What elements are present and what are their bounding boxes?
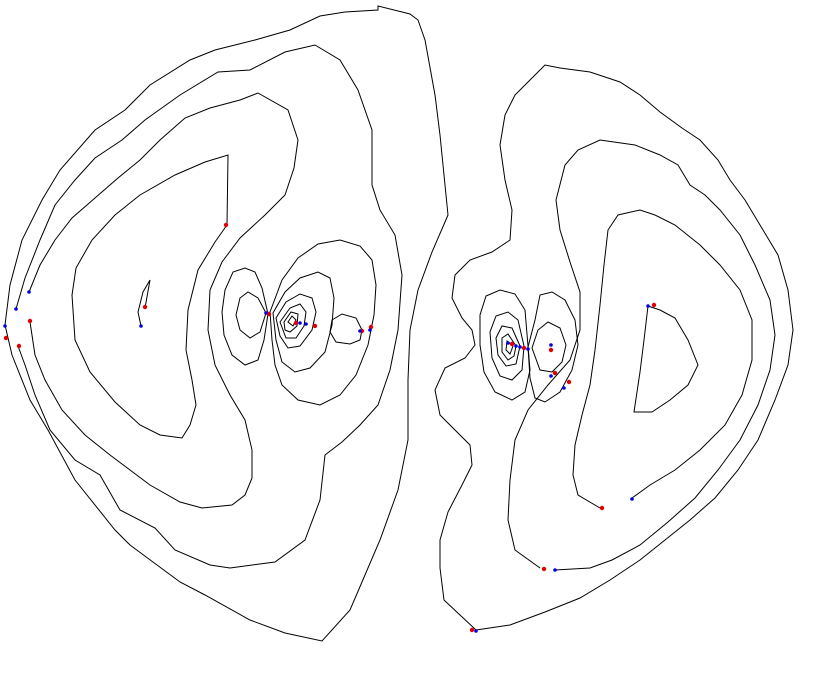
contour-left-dipole-b3	[275, 293, 317, 349]
red-point	[16, 343, 22, 349]
blue-point	[646, 304, 650, 308]
contour-right-3	[572, 209, 753, 509]
red-point	[293, 320, 299, 326]
blue-point	[630, 497, 634, 501]
markers	[3, 222, 657, 633]
contour-left-dipole-b1	[269, 239, 377, 406]
red-point	[548, 347, 554, 353]
contour-right-dipole-a4	[501, 333, 517, 361]
contour-left-3	[28, 92, 299, 509]
contour-right-dipole-a2	[489, 311, 525, 381]
blue-point	[264, 311, 268, 315]
blue-point	[553, 568, 557, 572]
blue-point	[3, 324, 7, 328]
red-point	[651, 302, 657, 308]
contour-left-2	[15, 44, 403, 569]
red-point	[27, 318, 33, 324]
blue-point	[526, 347, 530, 351]
contour-left-dipole-b5	[283, 311, 299, 333]
contour-left-dipole-b4	[279, 303, 307, 339]
left-lobe-contours	[4, 5, 449, 642]
contour-left-dipole-b2	[272, 271, 335, 373]
blue-point	[549, 374, 553, 378]
contour-right-dipole-b2	[531, 321, 567, 373]
red-point	[599, 505, 605, 511]
blue-point	[298, 321, 302, 325]
blue-point	[358, 329, 362, 333]
red-markers	[3, 222, 657, 633]
contour-right-dipole-a3	[495, 325, 521, 367]
red-point	[142, 304, 148, 310]
red-point	[521, 345, 527, 351]
blue-point	[139, 324, 143, 328]
red-point	[368, 324, 374, 330]
blue-point	[368, 328, 372, 332]
blue-point	[27, 290, 31, 294]
contour-left-inner	[71, 154, 229, 439]
blue-point	[474, 629, 478, 633]
blue-point	[518, 345, 522, 349]
contour-right-dipole-b1	[527, 291, 579, 403]
red-point	[469, 627, 475, 633]
contour-right-dipole-a1	[479, 289, 531, 401]
contour-left-stub	[137, 279, 151, 327]
blue-point	[562, 386, 566, 390]
blue-markers	[3, 290, 650, 633]
red-point	[541, 566, 547, 572]
red-point	[3, 335, 9, 341]
contour-left-outer	[4, 5, 449, 642]
red-point	[266, 311, 272, 317]
contour-right-inner	[633, 305, 699, 413]
contour-right-outer	[434, 64, 794, 631]
red-point	[552, 370, 558, 376]
red-point	[566, 379, 572, 385]
blue-point	[304, 322, 308, 326]
contour-right-2	[507, 139, 776, 571]
contour-left-small-loop	[329, 313, 363, 345]
blue-point	[514, 344, 518, 348]
contour-left-dipole-a2	[235, 291, 267, 339]
red-point	[312, 323, 318, 329]
blue-point	[506, 341, 510, 345]
right-lobe-contours	[434, 64, 794, 631]
red-point	[223, 222, 229, 228]
blue-point	[14, 307, 18, 311]
blue-point	[549, 343, 553, 347]
red-point	[509, 341, 515, 347]
contour-left-dipole-a	[221, 267, 269, 366]
contour-left-dipole-b6	[287, 315, 297, 327]
